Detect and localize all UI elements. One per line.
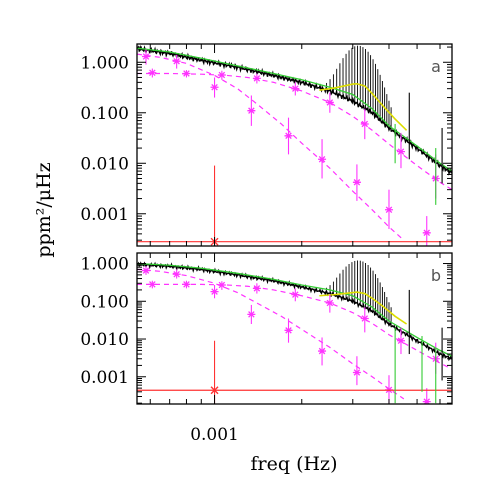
fit-line xyxy=(137,47,452,172)
x-tick-label: 0.001 xyxy=(190,425,239,445)
component-marker xyxy=(396,148,405,155)
plot-frame xyxy=(136,43,453,247)
component-marker xyxy=(210,83,219,91)
component-marker xyxy=(252,285,261,292)
component-marker xyxy=(360,120,369,128)
panel-a: 1.000 0.100 0.010 0.001 a xyxy=(80,43,453,247)
component-marker xyxy=(182,70,191,77)
smooth-line xyxy=(319,291,408,325)
component-marker xyxy=(318,156,327,163)
component-marker xyxy=(247,311,256,318)
component-marker xyxy=(172,270,181,278)
component-marker xyxy=(141,53,150,60)
component-marker xyxy=(291,85,300,92)
panel-letter: a xyxy=(431,57,441,76)
component-marker xyxy=(141,267,150,274)
y-tick-label: 0.100 xyxy=(80,104,129,124)
component-marker xyxy=(384,206,393,214)
component-marker xyxy=(352,179,361,186)
component-marker xyxy=(172,57,181,65)
component-marker xyxy=(252,75,261,82)
x-axis-label: freq (Hz) xyxy=(251,453,338,475)
spectrum-line xyxy=(137,44,452,176)
component-marker xyxy=(217,281,226,289)
component-marker xyxy=(284,132,293,140)
y-tick-label: 0.010 xyxy=(80,330,129,350)
component-marker xyxy=(247,107,256,114)
component-marker xyxy=(148,281,157,288)
component-marker xyxy=(182,281,191,288)
y-tick-label: 0.001 xyxy=(80,368,129,388)
component-line xyxy=(137,283,452,370)
component-marker xyxy=(325,299,334,307)
component-line xyxy=(137,53,405,241)
component-line xyxy=(137,72,452,191)
panel-b: 1.000 0.100 0.010 0.001 0.001 b xyxy=(80,252,453,445)
component-marker xyxy=(352,369,361,376)
component-marker xyxy=(284,327,293,334)
y-axis-label: ppm²/μHz xyxy=(33,162,55,257)
component-marker xyxy=(325,99,334,106)
y-tick-label: 1.000 xyxy=(80,53,129,73)
plot-frame xyxy=(136,252,453,405)
spectrum-line xyxy=(137,261,452,362)
component-marker xyxy=(217,71,226,79)
y-tick-label: 0.010 xyxy=(80,154,129,174)
component-marker xyxy=(148,69,157,77)
noise-marker xyxy=(210,386,219,395)
component-marker xyxy=(422,229,431,237)
component-line xyxy=(137,268,405,400)
component-marker xyxy=(318,347,327,355)
component-marker xyxy=(291,291,300,298)
component-marker xyxy=(396,337,405,345)
plot-area xyxy=(137,260,452,404)
smooth-line xyxy=(319,82,408,131)
y-tick-label: 1.000 xyxy=(80,255,129,275)
y-tick-label: 0.001 xyxy=(80,205,129,225)
y-tick-label: 0.100 xyxy=(80,292,129,312)
component-marker xyxy=(210,288,219,295)
panel-letter: b xyxy=(431,266,441,285)
component-marker xyxy=(360,315,369,322)
plot-area xyxy=(137,44,452,246)
fit-line xyxy=(137,262,452,357)
